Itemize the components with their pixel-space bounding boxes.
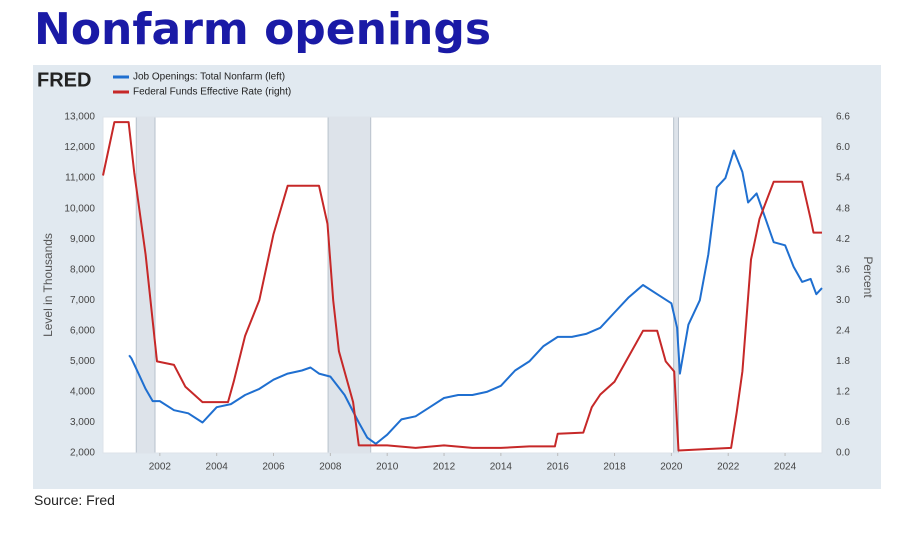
x-tick-label: 2012 — [433, 462, 456, 473]
y2-tick-label: 3.6 — [836, 264, 850, 275]
y-tick-label: 9,000 — [70, 234, 95, 245]
y-tick-label: 6,000 — [70, 325, 95, 336]
logo: FRED — [37, 69, 91, 91]
recession-band — [327, 116, 372, 454]
x-tick-label: 2022 — [717, 462, 740, 473]
y-tick-label: 4,000 — [70, 387, 95, 398]
y2-tick-label: 0.0 — [836, 448, 850, 459]
plot-border — [102, 116, 823, 454]
y-tick-label: 7,000 — [70, 295, 95, 306]
x-tick-label: 2024 — [774, 462, 797, 473]
series-line — [102, 121, 822, 452]
y2-tick-label: 6.0 — [836, 142, 850, 153]
source-note: Source: Fred — [34, 492, 115, 508]
y-tick-label: 5,000 — [70, 356, 95, 367]
x-tick-label: 2010 — [376, 462, 399, 473]
y2-axis-title: Percent — [861, 256, 875, 298]
y-tick-label: 13,000 — [64, 112, 95, 123]
x-tick-label: 2014 — [490, 462, 513, 473]
y-tick-label: 10,000 — [64, 203, 95, 214]
y-axis-title: Level in Thousands — [41, 233, 55, 337]
y-tick-label: 12,000 — [64, 142, 95, 153]
y2-tick-label: 1.2 — [836, 387, 850, 398]
y2-tick-label: 4.2 — [836, 234, 850, 245]
chart: FRED 2,000 3,000 4,000 5,000 6,000 7,000 8,000… — [37, 69, 875, 473]
y2-tick-label: 5.4 — [836, 173, 850, 184]
y2-tick-label: 6.6 — [836, 112, 850, 123]
x-tick-label: 2016 — [547, 462, 570, 473]
y2-tick-label: 4.8 — [836, 203, 850, 214]
y2-tick-label: 1.8 — [836, 356, 850, 367]
x-tick-label: 2004 — [206, 462, 229, 473]
x-tick-label: 2020 — [660, 462, 683, 473]
recession-band — [135, 116, 156, 454]
x-tick-label: 2002 — [149, 462, 172, 473]
y2-tick-label: 0.6 — [836, 417, 850, 428]
series-line — [128, 149, 823, 445]
y-tick-label: 3,000 — [70, 417, 95, 428]
x-tick-label: 2006 — [262, 462, 285, 473]
x-tick-label: 2008 — [319, 462, 342, 473]
slide-title: Nonfarm openings — [34, 4, 492, 55]
chart-panel: FRED 2,000 3,000 4,000 5,000 6,000 7,000 8,000… — [33, 65, 881, 489]
y2-tick-label: 3.0 — [836, 295, 850, 306]
y2-tick-label: 2.4 — [836, 325, 850, 336]
y-tick-label: 11,000 — [65, 173, 95, 184]
legend-label: Job Openings: Total Nonfarm (left) — [133, 72, 285, 83]
legend-label: Federal Funds Effective Rate (right) — [133, 87, 291, 98]
y-tick-label: 8,000 — [70, 264, 95, 275]
x-tick-label: 2018 — [603, 462, 626, 473]
y-tick-label: 2,000 — [70, 448, 95, 459]
